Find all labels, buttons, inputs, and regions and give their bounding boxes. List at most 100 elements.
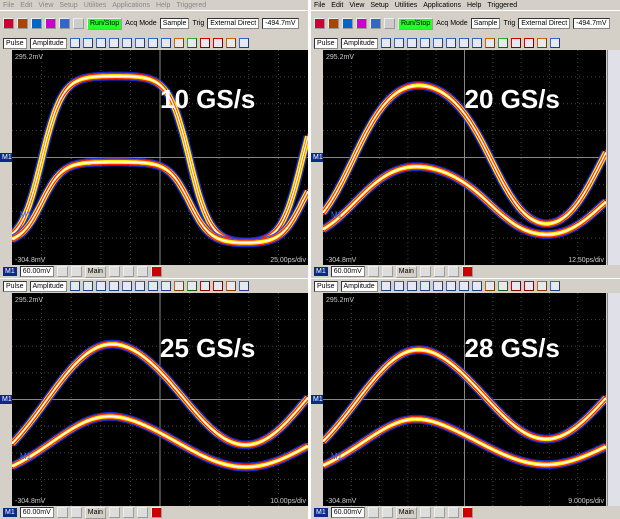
toolbar-field[interactable]: Sample: [160, 18, 190, 29]
status-icon[interactable]: [123, 507, 134, 518]
measure-icon[interactable]: [109, 38, 119, 48]
status-marker[interactable]: M1: [314, 267, 328, 276]
measure-icon[interactable]: [200, 38, 210, 48]
measure-icon[interactable]: [420, 38, 430, 48]
measure-icon[interactable]: [70, 38, 80, 48]
status-icon[interactable]: [448, 507, 459, 518]
measure-icon[interactable]: [122, 38, 132, 48]
measure-icon[interactable]: [381, 38, 391, 48]
toolbar-field[interactable]: Sample: [471, 18, 501, 29]
measure-icon[interactable]: [135, 38, 145, 48]
status-main[interactable]: Main: [396, 266, 417, 278]
tool-icon[interactable]: [3, 18, 14, 29]
measure-icon[interactable]: [83, 281, 93, 291]
measure-icon[interactable]: [537, 38, 547, 48]
tool-icon[interactable]: [45, 18, 56, 29]
status-marker[interactable]: M1: [314, 508, 328, 517]
status-icon[interactable]: [137, 507, 148, 518]
status-icon[interactable]: [368, 507, 379, 518]
toolbar-field[interactable]: -494.7mV: [262, 18, 298, 29]
measure-icon[interactable]: [459, 38, 469, 48]
run-stop-button[interactable]: Run/Stop: [87, 18, 122, 30]
selector[interactable]: Amplitude: [341, 281, 378, 292]
measure-icon[interactable]: [187, 38, 197, 48]
status-main[interactable]: Main: [396, 507, 417, 519]
measure-icon[interactable]: [394, 281, 404, 291]
selector[interactable]: Pulse: [3, 281, 27, 292]
measure-icon[interactable]: [446, 38, 456, 48]
status-icon[interactable]: [434, 266, 445, 277]
tool-icon[interactable]: [73, 18, 84, 29]
tool-icon[interactable]: [356, 18, 367, 29]
measure-icon[interactable]: [239, 38, 249, 48]
toolbar-field[interactable]: -494.7mV: [573, 18, 609, 29]
selector[interactable]: Amplitude: [30, 38, 67, 49]
status-icon[interactable]: [57, 507, 68, 518]
toolbar-field[interactable]: External Direct: [518, 18, 570, 29]
measure-icon[interactable]: [161, 38, 171, 48]
measure-icon[interactable]: [420, 281, 430, 291]
measure-icon[interactable]: [537, 281, 547, 291]
measure-icon[interactable]: [174, 281, 184, 291]
measure-icon[interactable]: [485, 38, 495, 48]
measure-icon[interactable]: [148, 38, 158, 48]
measure-icon[interactable]: [498, 38, 508, 48]
status-icon[interactable]: [420, 507, 431, 518]
status-scale[interactable]: 60.00mV: [331, 266, 365, 277]
status-icon[interactable]: [368, 266, 379, 277]
measure-icon[interactable]: [524, 38, 534, 48]
status-icon[interactable]: [462, 507, 473, 518]
status-icon[interactable]: [151, 266, 162, 277]
measure-icon[interactable]: [96, 38, 106, 48]
menu-item[interactable]: Utilities: [84, 2, 107, 9]
menu-item[interactable]: Help: [467, 2, 481, 9]
measure-icon[interactable]: [109, 281, 119, 291]
measure-icon[interactable]: [187, 281, 197, 291]
menu-item[interactable]: File: [314, 2, 325, 9]
measure-icon[interactable]: [226, 38, 236, 48]
status-icon[interactable]: [71, 266, 82, 277]
measure-icon[interactable]: [524, 281, 534, 291]
measure-icon[interactable]: [200, 281, 210, 291]
run-stop-button[interactable]: Run/Stop: [398, 18, 433, 30]
menu-item[interactable]: Edit: [20, 2, 32, 9]
status-icon[interactable]: [448, 266, 459, 277]
measure-icon[interactable]: [472, 38, 482, 48]
measure-icon[interactable]: [226, 281, 236, 291]
status-scale[interactable]: 60.00mV: [20, 266, 54, 277]
selector[interactable]: Pulse: [314, 281, 338, 292]
status-scale[interactable]: 60.00mV: [331, 507, 365, 518]
status-main[interactable]: Main: [85, 507, 106, 519]
status-icon[interactable]: [462, 266, 473, 277]
tool-icon[interactable]: [31, 18, 42, 29]
tool-icon[interactable]: [370, 18, 381, 29]
tool-icon[interactable]: [314, 18, 325, 29]
menu-item[interactable]: Applications: [112, 2, 150, 9]
tool-icon[interactable]: [59, 18, 70, 29]
measure-icon[interactable]: [550, 38, 560, 48]
measure-icon[interactable]: [96, 281, 106, 291]
status-icon[interactable]: [109, 507, 120, 518]
tool-icon[interactable]: [384, 18, 395, 29]
tool-icon[interactable]: [342, 18, 353, 29]
status-icon[interactable]: [109, 266, 120, 277]
menu-item[interactable]: Help: [156, 2, 170, 9]
measure-icon[interactable]: [459, 281, 469, 291]
menu-item[interactable]: Applications: [423, 2, 461, 9]
status-icon[interactable]: [137, 266, 148, 277]
measure-icon[interactable]: [394, 38, 404, 48]
menu-item[interactable]: Setup: [370, 2, 388, 9]
measure-icon[interactable]: [498, 281, 508, 291]
measure-icon[interactable]: [550, 281, 560, 291]
measure-icon[interactable]: [407, 281, 417, 291]
selector[interactable]: Amplitude: [30, 281, 67, 292]
measure-icon[interactable]: [213, 38, 223, 48]
status-icon[interactable]: [151, 507, 162, 518]
menu-item[interactable]: Utilities: [395, 2, 418, 9]
menu-item[interactable]: Triggered: [176, 2, 206, 9]
selector[interactable]: Pulse: [3, 38, 27, 49]
selector[interactable]: Amplitude: [341, 38, 378, 49]
measure-icon[interactable]: [239, 281, 249, 291]
measure-icon[interactable]: [433, 38, 443, 48]
status-main[interactable]: Main: [85, 266, 106, 278]
